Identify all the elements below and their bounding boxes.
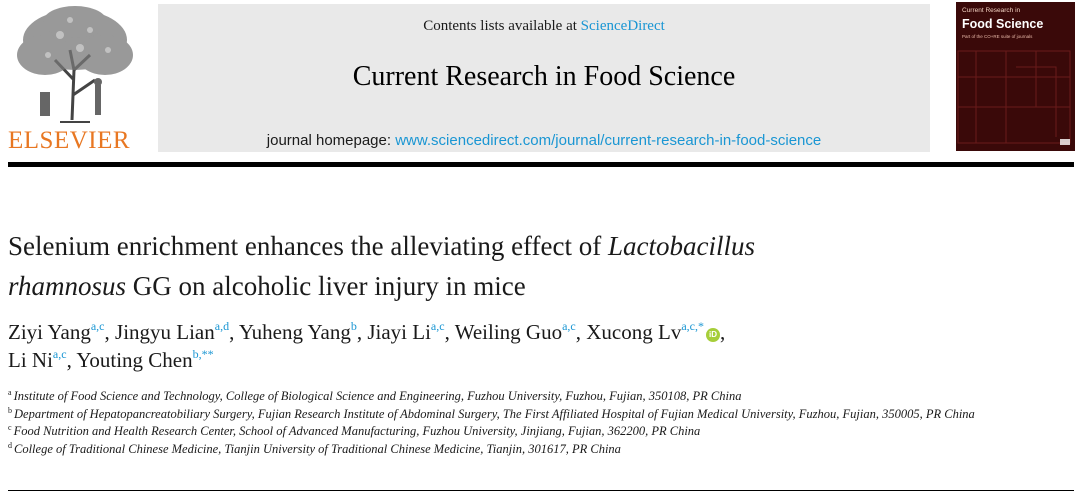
author-affiliation-sup[interactable]: a,c,* [681, 319, 704, 333]
affiliation-item: b Department of Hepatopancreatobiliary Su… [8, 406, 1068, 424]
author-list: Ziyi Yanga,c, Jingyu Liana,d, Yuheng Yan… [8, 318, 1068, 374]
author-separator: , [229, 320, 239, 344]
author-name[interactable]: Xucong Lv [586, 320, 682, 344]
affiliation-item: c Food Nutrition and Health Research Cent… [8, 423, 1068, 441]
title-text-2: GG on alcoholic liver injury in mice [126, 271, 526, 301]
author-affiliation-sup[interactable]: a,c [562, 319, 576, 333]
affiliation-list: a Institute of Food Science and Technolog… [8, 388, 1068, 458]
author-name[interactable]: Ziyi Yang [8, 320, 91, 344]
affiliation-item: d College of Traditional Chinese Medicine… [8, 441, 1068, 459]
sciencedirect-link[interactable]: ScienceDirect [580, 18, 665, 34]
orcid-icon[interactable]: iD [705, 328, 720, 342]
cover-artwork-icon [957, 50, 1071, 145]
tree-logo-icon [17, 6, 133, 123]
author-name[interactable]: Jingyu Lian [115, 320, 215, 344]
publisher-logo: ELSEVIER [0, 0, 150, 155]
title-text-1: Selenium enrichment enhances the allevia… [8, 231, 609, 261]
author-separator: , [356, 320, 368, 344]
author-affiliation-sup[interactable]: a,c [52, 347, 67, 361]
author-affiliation-sup[interactable]: b [350, 319, 357, 333]
contents-prefix: Contents lists available at [423, 18, 581, 34]
affiliation-letter: d [8, 440, 12, 450]
cover-subtitle: Current Research in [962, 7, 1021, 14]
affiliation-letter: c [8, 423, 12, 432]
header-divider [8, 162, 1074, 167]
author-name[interactable]: Yuheng Yang [238, 320, 351, 344]
homepage-prefix: journal homepage: [266, 132, 396, 149]
author-separator: , [66, 348, 77, 372]
article-title: Selenium enrichment enhances the allevia… [8, 226, 1068, 306]
affiliation-letter: b [8, 405, 12, 415]
affiliation-text: Department of Hepatopancreatobiliary Sur… [14, 406, 975, 421]
journal-homepage-link[interactable]: www.sciencedirect.com/journal/current-re… [395, 132, 822, 149]
author-separator: , [444, 320, 455, 344]
author-affiliation-sup[interactable]: b,** [192, 347, 214, 361]
author-name[interactable]: Weiling Guo [454, 320, 563, 344]
affiliation-item: a Institute of Food Science and Technolog… [8, 388, 1068, 406]
author-separator: , [104, 320, 116, 344]
affiliation-letter: a [8, 388, 12, 397]
author-affiliation-sup[interactable]: a,c [90, 319, 105, 333]
journal-banner: Contents lists available at ScienceDirec… [158, 4, 930, 152]
contents-line: Contents lists available at ScienceDirec… [158, 18, 930, 35]
bottom-divider [8, 490, 1074, 491]
cover-tagline: Part of the CO+RE suite of journals [962, 34, 1033, 39]
author-affiliation-sup[interactable]: a,d [214, 319, 230, 333]
affiliation-text: Food Nutrition and Health Research Cente… [13, 424, 701, 438]
homepage-line: journal homepage: www.sciencedirect.com/… [158, 132, 930, 149]
author-name[interactable]: Jiayi Li [367, 320, 431, 344]
journal-title: Current Research in Food Science [352, 61, 736, 92]
title-italic-2: rhamnosus [8, 271, 127, 301]
affiliation-text: College of Traditional Chinese Medicine,… [14, 441, 621, 456]
title-italic-1: Lactobacillus [608, 231, 756, 261]
journal-cover[interactable]: Current Research in Food Science Part of… [956, 2, 1075, 151]
author-separator: , [575, 320, 587, 344]
cover-title: Food Science [962, 17, 1044, 31]
author-name[interactable]: Li Ni [8, 348, 53, 372]
author-name[interactable]: Youting Chen [76, 348, 193, 372]
affiliation-text: Institute of Food Science and Technology… [13, 389, 742, 403]
author-affiliation-sup[interactable]: a,c [430, 319, 445, 333]
publisher-name: ELSEVIER [8, 127, 131, 154]
author-separator: , [719, 320, 726, 344]
